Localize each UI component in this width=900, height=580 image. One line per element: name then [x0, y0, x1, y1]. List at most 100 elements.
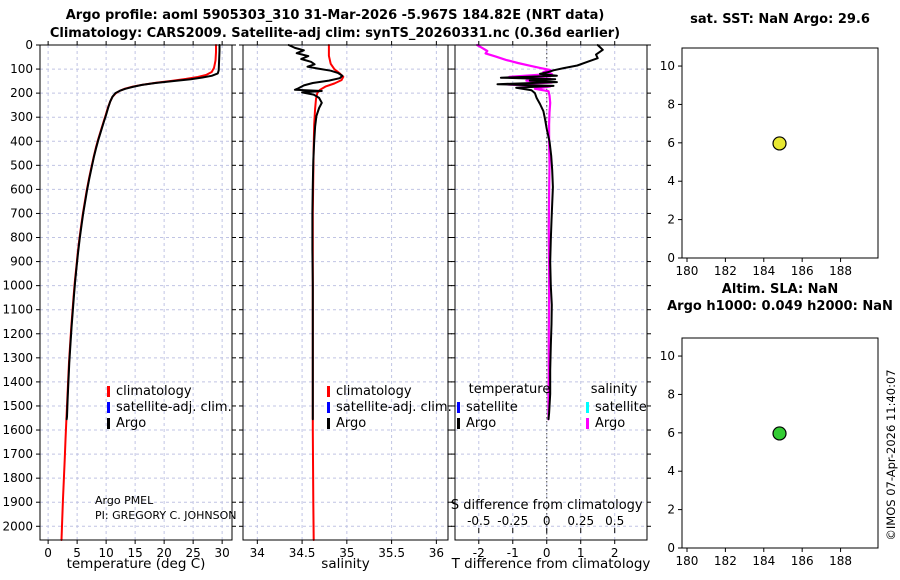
- legend-item-argo: Argo: [586, 415, 647, 431]
- sla-map-panel: 180 182 184 186 188 0 2 4 6 8 10: [660, 337, 879, 568]
- legend-item-argo: Argo: [107, 415, 232, 431]
- sal-argo-marker: [586, 417, 589, 429]
- temperature-axis-label: temperature (deg C): [66, 556, 206, 572]
- title-line-2: Climatology: CARS2009. Satellite-adj cli…: [49, 26, 621, 41]
- svg-text:186: 186: [791, 554, 814, 568]
- svg-text:188: 188: [829, 264, 852, 278]
- t-difference-salinity-diff-argo-line: [476, 43, 553, 421]
- svg-text:0.25: 0.25: [567, 514, 594, 528]
- svg-text:1100: 1100: [2, 303, 33, 317]
- legend-item-satellite-adj: satellite-adj. clim.: [327, 399, 452, 415]
- legend-label: Argo: [116, 415, 147, 431]
- argo-marker: [107, 417, 110, 429]
- svg-text:900: 900: [10, 255, 33, 269]
- svg-text:2: 2: [667, 503, 675, 517]
- svg-text:6: 6: [667, 426, 675, 440]
- svg-text:182: 182: [714, 554, 737, 568]
- svg-text:1700: 1700: [2, 447, 33, 461]
- svg-text:6: 6: [667, 136, 675, 150]
- salinity-argo-line: [287, 44, 344, 421]
- legend-item-satellite: satellite: [586, 399, 647, 415]
- legend-salinity-panel: climatology satellite-adj. clim. Argo: [327, 383, 452, 431]
- svg-text:34: 34: [250, 546, 265, 560]
- svg-text:184: 184: [752, 264, 775, 278]
- svg-text:S difference from climatology: S difference from climatology: [451, 498, 643, 513]
- sla-title-line-1: Altim. SLA: NaN: [721, 282, 839, 297]
- legend-diff-temperature: satellite Argo: [457, 399, 518, 431]
- temperature-panel: 0 5 10 15 20 25 300100200300400500600700800900…: [2, 38, 236, 560]
- svg-text:0: 0: [543, 546, 551, 560]
- svg-text:2000: 2000: [2, 519, 33, 533]
- svg-text:0: 0: [25, 38, 33, 52]
- t-difference-axis-label: T difference from climatology: [451, 556, 651, 572]
- legend-diff-salinity: satellite Argo: [586, 399, 647, 431]
- svg-text:300: 300: [10, 110, 33, 124]
- diff-legend-temperature-header: temperature: [468, 382, 551, 397]
- legend-item-climatology: climatology: [327, 383, 452, 399]
- argo-marker: [457, 417, 460, 429]
- satellite-adj-marker: [327, 401, 330, 413]
- svg-text:5: 5: [73, 546, 81, 560]
- svg-text:-2: -2: [473, 546, 485, 560]
- svg-text:2: 2: [611, 546, 619, 560]
- source-line: Argo PMEL: [95, 494, 154, 507]
- svg-text:15: 15: [127, 546, 142, 560]
- salinity-panel: 34 34.5 35 35.5 36: [239, 41, 452, 560]
- sal-satellite-marker: [586, 401, 589, 413]
- legend-label: satellite-adj. clim.: [116, 399, 232, 415]
- legend-item-satellite: satellite: [457, 399, 518, 415]
- svg-text:0: 0: [44, 546, 52, 560]
- sla-panel-title: Altim. SLA: NaN Argo h1000: 0.049 h2000:…: [650, 281, 900, 315]
- svg-text:186: 186: [791, 264, 814, 278]
- sst-map-panel: 180 182 184 186 188 0 2 4 6 8 10: [660, 47, 879, 278]
- svg-text:800: 800: [10, 231, 33, 245]
- svg-text:30: 30: [214, 546, 229, 560]
- legend-label: Argo: [595, 415, 626, 431]
- climatology-marker: [107, 385, 110, 397]
- source-annotation: Argo PMEL PI: GREGORY C. JOHNSON: [95, 493, 236, 523]
- diff-legend-salinity-header: salinity: [590, 382, 638, 397]
- svg-text:1800: 1800: [2, 471, 33, 485]
- legend-item-argo: Argo: [327, 415, 452, 431]
- svg-text:0: 0: [667, 541, 675, 555]
- t-difference-temperature-diff-argo-line: [496, 44, 604, 421]
- svg-text:182: 182: [714, 264, 737, 278]
- pi-line: PI: GREGORY C. JOHNSON: [95, 509, 237, 522]
- legend-item-climatology: climatology: [107, 383, 232, 399]
- svg-text:1900: 1900: [2, 495, 33, 509]
- svg-text:10: 10: [660, 349, 675, 363]
- climatology-marker: [327, 385, 330, 397]
- temperature-argo-line: [65, 44, 221, 421]
- svg-text:36: 36: [429, 546, 444, 560]
- svg-text:1500: 1500: [2, 399, 33, 413]
- legend-label: satellite: [595, 399, 647, 415]
- satellite-marker: [457, 401, 460, 413]
- svg-text:188: 188: [829, 554, 852, 568]
- sla-map-dot: [772, 426, 787, 441]
- sla-title-line-2: Argo h1000: 0.049 h2000: NaN: [667, 299, 893, 314]
- svg-text:34.5: 34.5: [289, 546, 316, 560]
- svg-text:-0.25: -0.25: [497, 514, 528, 528]
- svg-text:100: 100: [10, 62, 33, 76]
- svg-text:200: 200: [10, 86, 33, 100]
- figure-title: Argo profile: aoml 5905303_310 31-Mar-20…: [20, 7, 650, 43]
- sst-map-dot: [772, 136, 787, 151]
- t-difference-panel: -2 -1 0 1 2 S difference from climatology-0.5…: [451, 41, 651, 560]
- legend-label: Argo: [336, 415, 367, 431]
- svg-text:8: 8: [667, 387, 675, 401]
- svg-text:1400: 1400: [2, 375, 33, 389]
- sst-panel-title: sat. SST: NaN Argo: 29.6: [690, 12, 870, 27]
- svg-text:700: 700: [10, 206, 33, 220]
- svg-text:1000: 1000: [2, 279, 33, 293]
- imos-watermark: ©IMOS 07-Apr-2026 11:40:07: [884, 369, 898, 541]
- svg-text:180: 180: [676, 554, 699, 568]
- legend-label: Argo: [466, 415, 497, 431]
- svg-text:180: 180: [676, 264, 699, 278]
- legend-label: climatology: [336, 383, 412, 399]
- svg-text:2: 2: [667, 213, 675, 227]
- legend-label: satellite: [466, 399, 518, 415]
- legend-temperature-panel: climatology satellite-adj. clim. Argo: [107, 383, 232, 431]
- svg-text:184: 184: [752, 554, 775, 568]
